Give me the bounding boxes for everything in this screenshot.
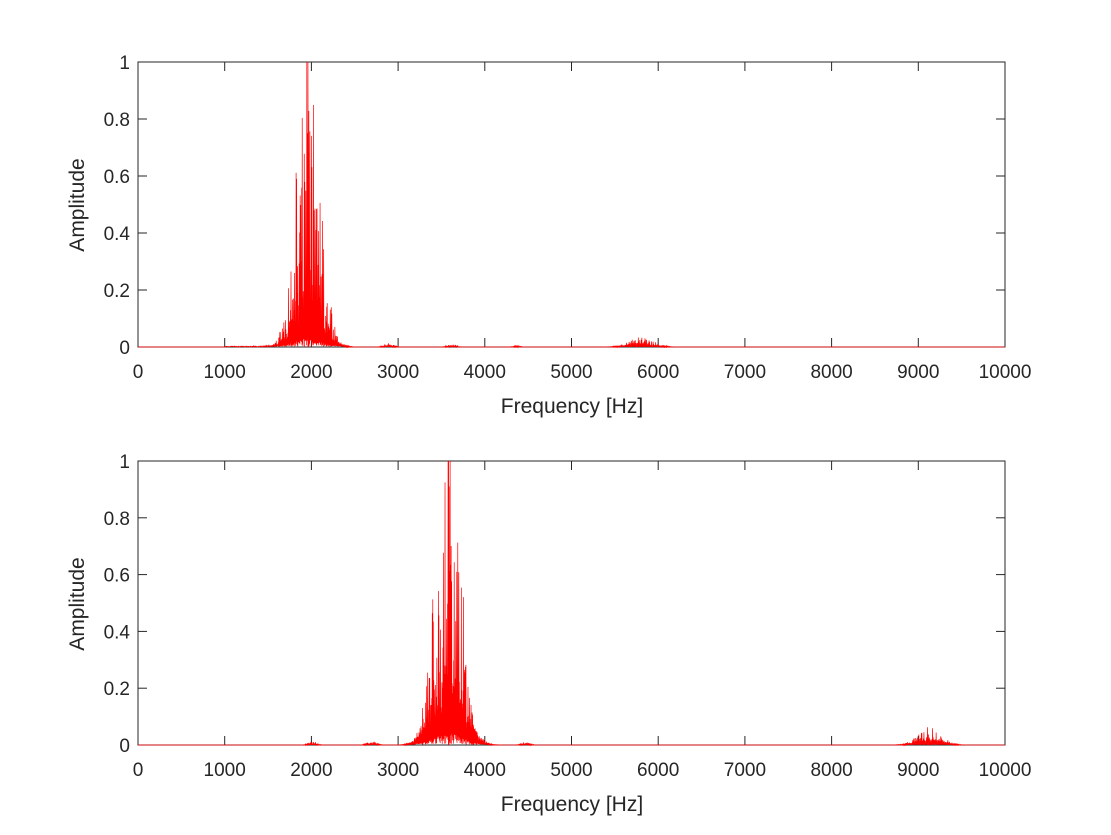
x-tick-label: 9000 [897,362,939,383]
x-tick-label: 8000 [810,362,852,383]
spectrum-plot-bottom: Frequency [Hz] Amplitude 0 1000 2000 3000 40… [66,452,1031,816]
x-tick-label: 3000 [377,760,419,781]
y-tick-label: 0.6 [104,167,130,188]
x-tick-label: 3000 [377,362,419,383]
spectrum-plot-top: Frequency [Hz] Amplitude 0 1000 2000 3000 40… [66,53,1031,418]
y-tick-label: 0.8 [104,110,130,131]
x-tick-label: 2000 [290,760,332,781]
x-tick-label: 6000 [637,760,679,781]
x-tick-label: 1000 [204,362,246,383]
x-tick-label: 5000 [550,760,592,781]
x-axis-label-top: Frequency [Hz] [501,395,643,418]
x-tick-label: 2000 [290,362,332,383]
x-tick-label: 10000 [979,362,1032,383]
y-tick-label: 0.4 [104,622,131,643]
x-tick-label: 10000 [979,760,1032,781]
x-axis-label-bottom: Frequency [Hz] [501,793,643,816]
y-tick-label: 0.4 [104,224,131,245]
x-tick-label: 5000 [550,362,592,383]
y-axis-label-top: Amplitude [66,158,89,251]
x-tick-label: 0 [133,362,144,383]
y-tick-label: 1 [119,452,130,473]
x-tick-label: 4000 [464,362,506,383]
spectrum-series-line [138,61,1005,349]
y-tick-label: 0 [119,736,130,757]
x-tick-label: 4000 [464,760,506,781]
x-tick-label: 9000 [897,760,939,781]
y-tick-label: 0.2 [104,679,130,700]
plot-area-bottom [137,460,1006,746]
y-axis-label-bottom: Amplitude [66,557,89,650]
y-tick-label: 1 [119,53,130,74]
x-tick-label: 0 [133,760,144,781]
x-tick-label: 6000 [637,362,679,383]
spectrum-series-line [138,460,1005,747]
x-tick-label: 1000 [204,760,246,781]
y-tick-label: 0.6 [104,566,130,587]
x-tick-label: 7000 [724,362,766,383]
y-tick-label: 0 [119,338,130,359]
x-tick-label: 8000 [810,760,852,781]
plot-area-top [137,61,1006,348]
y-tick-label: 0.2 [104,281,130,302]
y-tick-label: 0.8 [104,509,130,530]
x-tick-label: 7000 [724,760,766,781]
